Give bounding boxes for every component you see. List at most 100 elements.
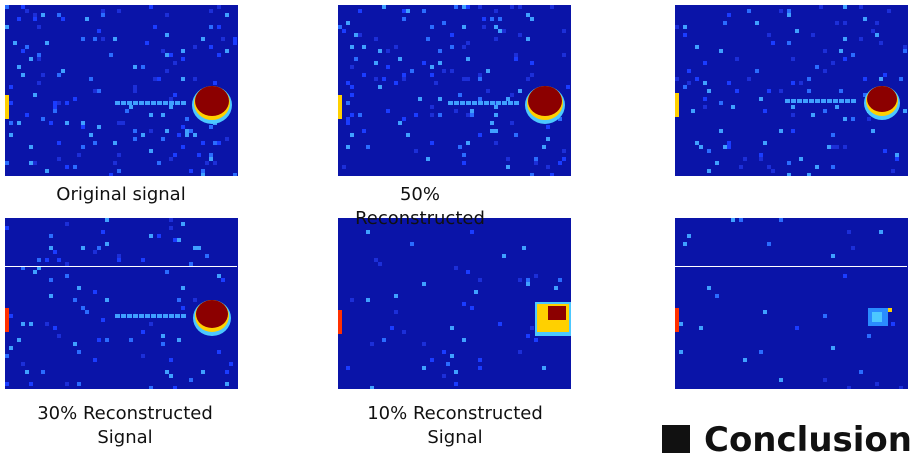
cell — [5, 95, 9, 119]
cell — [486, 89, 490, 93]
cell — [466, 113, 470, 117]
cell — [346, 101, 350, 105]
cell — [699, 145, 703, 149]
cell — [117, 258, 121, 262]
cell — [426, 157, 430, 161]
cell — [731, 218, 735, 222]
cell — [526, 334, 530, 338]
cell — [354, 57, 358, 61]
cell — [821, 99, 826, 103]
cell — [382, 77, 386, 81]
cell — [466, 41, 470, 45]
cell — [723, 145, 727, 149]
cell — [209, 125, 213, 129]
cell — [763, 310, 767, 314]
cell — [65, 274, 69, 278]
cell — [9, 85, 13, 89]
cell — [785, 99, 790, 103]
cell — [727, 145, 731, 149]
cell — [149, 149, 153, 153]
cell — [843, 37, 847, 41]
cell — [899, 77, 903, 81]
cell — [466, 57, 470, 61]
cell — [454, 5, 458, 9]
cell — [707, 149, 711, 153]
cell — [695, 77, 699, 81]
cell — [29, 382, 33, 386]
cell — [197, 153, 201, 157]
cell — [181, 49, 185, 53]
cell — [530, 173, 534, 176]
cell — [719, 129, 723, 133]
cell — [872, 312, 882, 322]
cell — [691, 109, 695, 113]
cell — [374, 61, 378, 65]
cell — [129, 338, 133, 342]
blob — [195, 86, 229, 116]
cell — [209, 45, 213, 49]
cell — [899, 386, 903, 389]
cell — [895, 153, 899, 157]
cell — [546, 165, 550, 169]
cell — [149, 234, 153, 238]
cell — [462, 338, 466, 342]
cell — [181, 314, 186, 318]
cell — [506, 97, 510, 101]
cell — [478, 358, 482, 362]
cell — [33, 13, 37, 17]
cell — [163, 314, 168, 318]
cell — [205, 254, 209, 258]
cell — [683, 85, 687, 89]
cell — [233, 37, 237, 41]
cell — [903, 49, 907, 53]
cell — [65, 382, 69, 386]
heatmap — [5, 218, 238, 389]
cell — [542, 366, 546, 370]
cell — [398, 121, 402, 125]
cell — [161, 137, 165, 141]
cell — [157, 234, 161, 238]
cell — [193, 133, 197, 137]
cell — [115, 314, 120, 318]
cell — [779, 129, 783, 133]
cell — [221, 37, 225, 41]
cell — [45, 169, 49, 173]
cell — [727, 81, 731, 85]
cell — [37, 25, 41, 29]
cell — [879, 230, 883, 234]
cell — [422, 342, 426, 346]
cell — [823, 49, 827, 53]
cell — [827, 145, 831, 149]
cell — [73, 298, 77, 302]
cell — [394, 310, 398, 314]
cell — [366, 298, 370, 302]
cell — [779, 378, 783, 382]
cell — [350, 85, 354, 89]
caption: 50% Reconstructed — [335, 183, 505, 231]
cell — [394, 81, 398, 85]
cell — [831, 346, 835, 350]
cell — [17, 338, 21, 342]
heading-text: Conclusion — [704, 420, 912, 460]
cell — [133, 137, 137, 141]
cell — [767, 242, 771, 246]
cell — [165, 370, 169, 374]
cell — [454, 370, 458, 374]
cell — [338, 310, 342, 334]
cell — [438, 61, 442, 65]
cell — [181, 306, 185, 310]
cell — [715, 294, 719, 298]
cell — [887, 9, 891, 13]
cell — [903, 45, 907, 49]
cell — [434, 81, 438, 85]
cell — [205, 161, 209, 165]
cell — [185, 129, 189, 133]
cell — [462, 161, 466, 165]
cell — [679, 350, 683, 354]
cell — [675, 308, 679, 332]
cell — [859, 37, 863, 41]
cell — [831, 165, 835, 169]
cell — [193, 77, 197, 81]
cell — [169, 105, 173, 109]
cell — [871, 129, 875, 133]
